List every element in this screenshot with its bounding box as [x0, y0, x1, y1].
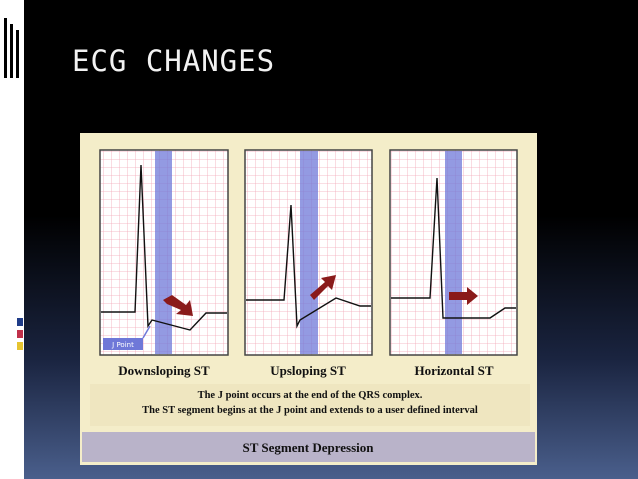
side-strip: [0, 0, 24, 479]
caption-box: [90, 384, 530, 426]
panel-downsloping: J Point Downsloping ST: [99, 149, 229, 378]
panel-label: Upsloping ST: [270, 363, 346, 378]
slide-title: ECG CHANGES: [72, 44, 276, 78]
panel-label: Horizontal ST: [414, 363, 493, 378]
caption-line: The ST segment begins at the J point and…: [142, 405, 478, 416]
caption-line: The J point occurs at the end of the QRS…: [198, 390, 423, 401]
panel-upsloping: Upsloping ST: [244, 149, 373, 378]
footer-bar: [82, 432, 535, 462]
panel-label: Downsloping ST: [118, 363, 210, 378]
j-point-label: J Point: [111, 341, 134, 349]
figure-title: ST Segment Depression: [243, 440, 375, 455]
panel-horizontal: Horizontal ST: [389, 149, 518, 378]
